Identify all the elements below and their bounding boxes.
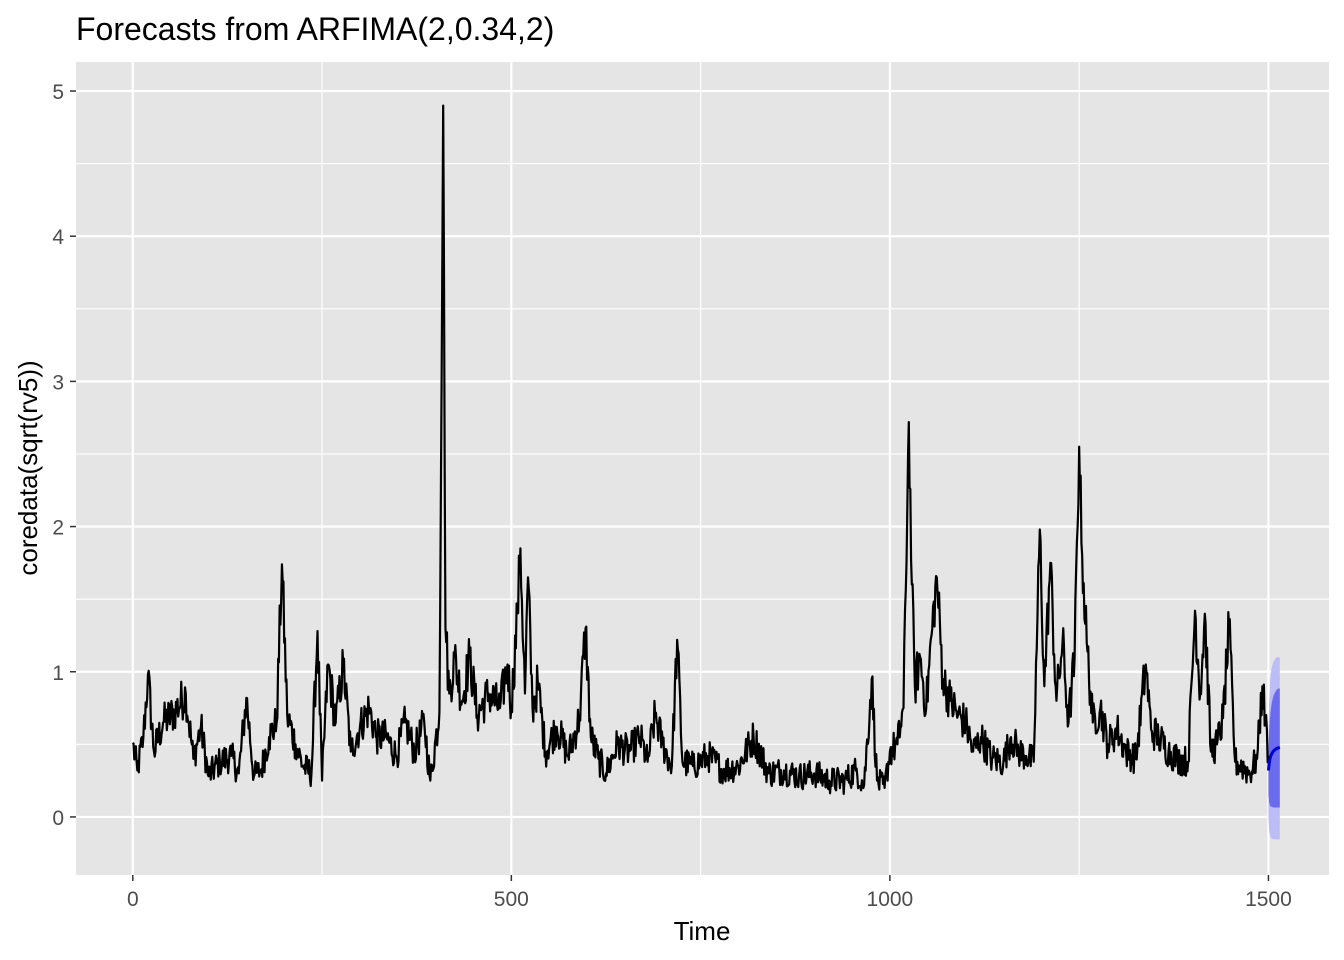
y-tick-label: 1 <box>52 662 64 685</box>
y-tick-label: 5 <box>52 81 64 104</box>
y-axis-label: coredata(sqrt(rv5)) <box>13 360 43 575</box>
y-tick-label: 0 <box>52 807 64 830</box>
forecast-interval-80 <box>1268 688 1280 808</box>
y-tick-label: 3 <box>52 371 64 394</box>
x-tick-label: 1500 <box>1245 888 1292 911</box>
chart-title: Forecasts from ARFIMA(2,0.34,2) <box>76 11 554 47</box>
x-tick-label: 0 <box>127 888 139 911</box>
forecast-mean-line <box>1266 745 1281 771</box>
grid-minor <box>76 62 1329 875</box>
x-axis-label: Time <box>674 916 731 946</box>
forecast-mean-group <box>1266 745 1281 771</box>
y-tick-label: 4 <box>52 226 64 249</box>
y-tick-label: 2 <box>52 517 64 540</box>
band-80-area <box>1268 688 1280 808</box>
series-line-group <box>131 104 1270 795</box>
x-axis: 0 500 1000 1500 <box>127 875 1292 911</box>
x-tick-label: 500 <box>494 888 529 911</box>
y-axis: 0 1 2 3 4 5 <box>52 81 76 830</box>
grid-major <box>76 62 1329 875</box>
series-line <box>131 104 1270 795</box>
x-tick-label: 1000 <box>867 888 914 911</box>
